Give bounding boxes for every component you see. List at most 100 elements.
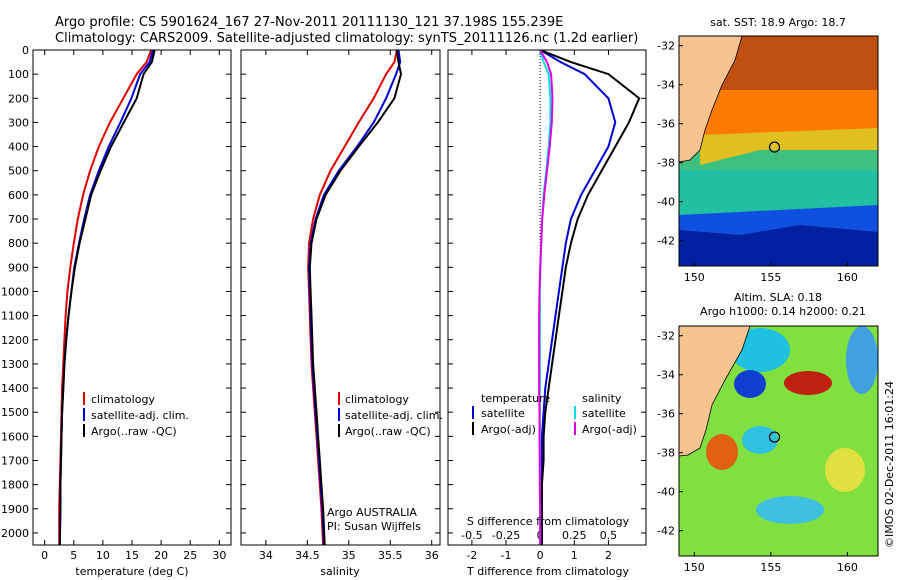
legend-label-argo: Argo(..raw -QC) — [345, 425, 431, 438]
legend-label-climatology: climatology — [91, 393, 155, 406]
map-y-tick-label: -38 — [657, 447, 675, 460]
sla-map: Altim. SLA: 0.18 Argo h1000: 0.14 h2000:… — [657, 291, 879, 574]
map-y-tick-label: -42 — [657, 525, 675, 538]
legend-label-satellite: satellite-adj. clim. — [91, 409, 189, 422]
series-line-1 — [307, 50, 402, 545]
depth-tick-label: 400 — [8, 141, 29, 154]
depth-tick-label: 2000 — [1, 527, 29, 540]
sla-map-field — [679, 326, 878, 556]
depth-tick-label: 1500 — [1, 406, 29, 419]
map-y-tick-label: -36 — [657, 118, 675, 131]
depth-tick-label: 300 — [8, 116, 29, 129]
depth-tick-label: 1100 — [1, 310, 29, 323]
map-y-tick-label: -42 — [657, 235, 675, 248]
depth-ticks: 0 100 200 300 400 500 600 700 800 900 1000 1100 1200… — [1, 44, 646, 540]
x-tick-label: 0 — [537, 549, 544, 562]
sla-cool-eddy-2 — [846, 326, 878, 394]
salinity-frame — [240, 49, 441, 546]
map-y-tick-label: -38 — [657, 157, 675, 170]
legend-title-temperature: temperature — [481, 392, 550, 405]
depth-tick-label: 1000 — [1, 285, 29, 298]
temperature-frame — [32, 49, 232, 546]
x-tick-label: 1 — [571, 549, 578, 562]
temperature-x-ticks: 0 5 10 15 20 25 30 — [41, 50, 226, 562]
sst-map-ticks: 150 155 160 -32 -34 -36 -38 -40 -42 — [657, 40, 858, 284]
depth-tick-label: 800 — [8, 237, 29, 250]
salinity-xlabel: salinity — [320, 565, 360, 578]
x-tick-label: 35.5 — [378, 549, 403, 562]
sla-warm-eddy — [784, 371, 832, 395]
pi-label: PI: Susan Wijffels — [327, 520, 421, 533]
x-tick-label: 36 — [425, 549, 439, 562]
sla-land — [679, 326, 751, 457]
series-line-0 — [58, 50, 153, 545]
sst-map: sat. SST: 18.9 Argo: 18.7 150 155 160 -32 -3… — [657, 16, 879, 284]
map-y-tick-label: -32 — [657, 40, 675, 53]
sla-map-frame — [678, 325, 879, 557]
legend-title-salinity: salinity — [582, 392, 622, 405]
depth-tick-label: 1700 — [1, 454, 29, 467]
series-line-1 — [58, 50, 154, 545]
legend-label-s-satellite: satellite — [582, 407, 626, 420]
depth-tick-label: 1900 — [1, 503, 29, 516]
sla-yellow-patch — [825, 448, 865, 492]
map-x-tick-label: 160 — [837, 271, 858, 284]
difference-frame — [447, 49, 647, 546]
map-y-tick-label: -32 — [657, 330, 675, 343]
x-tick-label: 15 — [125, 549, 139, 562]
header-line-2: Climatology: CARS2009. Satellite-adjuste… — [55, 31, 638, 46]
x-tick-label: 34.5 — [295, 549, 320, 562]
series-line-3 — [538, 50, 554, 545]
x-tick-label: 10 — [96, 549, 110, 562]
s-difference-label: S difference from climatology — [467, 515, 630, 528]
x-tick-label: 0 — [41, 549, 48, 562]
sst-map-frame — [678, 35, 879, 267]
map-y-tick-label: -40 — [657, 486, 675, 499]
series-line-0 — [307, 50, 398, 545]
temperature-xlabel: temperature (deg C) — [75, 565, 188, 578]
depth-tick-label: 600 — [8, 189, 29, 202]
argo-australia-label: Argo AUSTRALIA — [327, 506, 417, 519]
x-tick-label: -1 — [501, 549, 512, 562]
depth-tick-label: 0 — [22, 44, 29, 57]
x-tick-label: 35 — [342, 549, 356, 562]
legend-label-s-argo: Argo(-adj) — [582, 423, 637, 436]
depth-tick-label: 1800 — [1, 479, 29, 492]
legend-label-satellite: satellite-adj. clim. — [345, 409, 443, 422]
map-x-tick-label: 155 — [760, 561, 781, 574]
x-tick-label: 2 — [605, 549, 612, 562]
sla-map-title-2: Argo h1000: 0.14 h2000: 0.21 — [700, 305, 866, 318]
salinity-lines — [307, 50, 403, 545]
map-x-tick-label: 160 — [837, 561, 858, 574]
depth-tick-label: 1400 — [1, 382, 29, 395]
sst-land — [679, 36, 743, 163]
s-tick-label: -0.5 — [461, 529, 482, 542]
sst-yellow-band — [700, 128, 878, 165]
argo-position-marker — [768, 141, 781, 153]
temperature-lines — [58, 50, 156, 545]
salinity-legend: climatology satellite-adj. clim. Argo(..… — [338, 392, 443, 438]
temperature-legend: climatology satellite-adj. clim. Argo(..… — [83, 392, 189, 438]
t-difference-label: T difference from climatology — [466, 565, 629, 578]
sst-map-field — [679, 36, 878, 266]
depth-tick-label: 1200 — [1, 334, 29, 347]
sla-map-ticks: 150 155 160 -32 -34 -36 -38 -40 -42 — [657, 330, 858, 574]
sla-cool-eddy-4 — [756, 496, 824, 524]
x-tick-label: 34 — [259, 549, 273, 562]
x-tick-label: 30 — [212, 549, 226, 562]
depth-tick-label: 900 — [8, 261, 29, 274]
s-tick-label: 0.25 — [562, 529, 587, 542]
salinity-panel: 34 34.5 35 35.5 36 salinity climatology sate… — [240, 49, 443, 578]
imos-timestamp: ©IMOS 02-Dec-2011 16:01:24 — [883, 381, 896, 548]
x-tick-label: 25 — [183, 549, 197, 562]
depth-tick-label: 1600 — [1, 430, 29, 443]
map-x-tick-label: 150 — [684, 271, 705, 284]
temperature-panel: 0100200300400500600700800900100011001200… — [1, 44, 646, 578]
map-y-tick-label: -40 — [657, 196, 675, 209]
series-line-2 — [58, 50, 156, 545]
series-line-1 — [539, 50, 641, 545]
sla-cool-eddy-3 — [742, 426, 778, 454]
sla-cold-eddy — [734, 370, 766, 398]
map-y-tick-label: -36 — [657, 408, 675, 421]
